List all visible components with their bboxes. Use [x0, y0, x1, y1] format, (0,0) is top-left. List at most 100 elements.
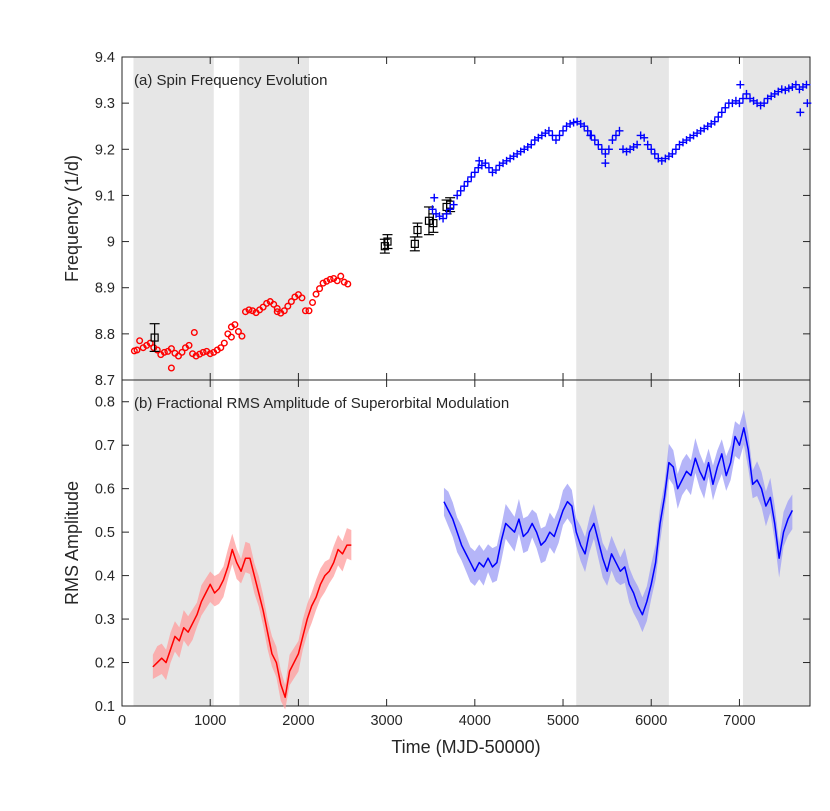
frequency-point-red — [249, 307, 257, 315]
x-tick-label: 1000 — [194, 713, 226, 729]
frequency-point-red — [238, 332, 246, 340]
frequency-point-blue — [456, 186, 465, 195]
panel-a-frame — [121, 56, 811, 381]
frequency-point-red — [241, 308, 249, 316]
frequency-point-blue — [721, 103, 730, 112]
frequency-point-red — [199, 348, 207, 356]
frequency-point-red — [259, 303, 267, 311]
frequency-point-blue — [791, 80, 800, 89]
frequency-point-blue — [580, 122, 589, 131]
y-tick-label: 0.5 — [95, 525, 115, 541]
frequency-point-red — [133, 346, 141, 354]
y-tick-label: 9.4 — [95, 50, 115, 66]
frequency-point-blue — [742, 89, 751, 98]
frequency-point-blue — [475, 156, 484, 165]
frequency-point-red — [263, 299, 271, 307]
frequency-point-blue — [760, 99, 769, 108]
frequency-point-red — [270, 300, 278, 308]
frequency-point-blue — [671, 145, 680, 154]
frequency-point-red — [323, 277, 331, 285]
frequency-point-blue — [604, 145, 613, 154]
x-tick-label: 5000 — [547, 713, 579, 729]
shaded-interval-3 — [576, 57, 669, 380]
frequency-point-blue — [484, 163, 493, 172]
x-tick-label: 2000 — [282, 713, 314, 729]
frequency-point-blue — [594, 140, 603, 149]
shaded-interval-1 — [133, 57, 214, 380]
frequency-point-red — [340, 278, 348, 286]
y-tick-label: 0.4 — [95, 569, 115, 585]
y-tick-label: 9 — [107, 235, 115, 251]
frequency-point-red — [167, 364, 175, 372]
shaded-interval-2 — [239, 57, 309, 380]
panel-b-frame — [121, 379, 811, 707]
frequency-point-red — [273, 304, 281, 312]
frequency-point-blue — [583, 126, 592, 135]
x-tick-label: 4000 — [459, 713, 491, 729]
y-tick-label: 8.9 — [95, 281, 115, 297]
frequency-point-blue — [717, 108, 726, 117]
x-tick-label: 7000 — [723, 713, 755, 729]
frequency-point-blue — [601, 159, 610, 168]
frequency-point-blue — [608, 136, 617, 145]
frequency-point-blue — [586, 131, 595, 140]
frequency-point-blue — [714, 112, 723, 121]
panel-b-rms: 0 1000 2000 3000 4000 5000 6000 7000 0.1 0.2 0.3 0.… — [62, 379, 811, 757]
panel-a-y-axis-label: Frequency (1/d) — [62, 155, 82, 282]
frequency-point-blue — [640, 133, 649, 142]
frequency-point-blue — [430, 193, 439, 202]
frequency-point-red — [284, 302, 292, 310]
rms-band-blue — [443, 409, 793, 633]
frequency-point-blue — [781, 86, 790, 95]
y-tick-label: 0.8 — [95, 395, 115, 411]
y-tick-label: 9.3 — [95, 96, 115, 112]
frequency-point-black — [379, 238, 390, 254]
frequency-point-red — [312, 290, 320, 298]
frequency-point-blue — [467, 172, 476, 181]
frequency-point-red — [301, 307, 309, 315]
frequency-point-blue — [633, 140, 642, 149]
frequency-point-red — [217, 344, 225, 352]
frequency-point-red — [224, 330, 232, 338]
frequency-point-blue — [796, 108, 805, 117]
frequency-point-blue — [449, 200, 458, 209]
frequency-point-red — [287, 298, 295, 306]
frequency-point-red — [167, 345, 175, 353]
frequency-point-blue — [668, 149, 677, 158]
panel-a-title: (a) Spin Frequency Evolution — [134, 72, 327, 89]
frequency-point-red — [192, 352, 200, 360]
frequency-point-red — [337, 272, 345, 280]
panel-b-data — [152, 409, 794, 710]
frequency-point-red — [273, 308, 281, 316]
x-tick-label: 6000 — [635, 713, 667, 729]
frequency-point-red — [136, 337, 144, 345]
frequency-point-blue — [555, 131, 564, 140]
frequency-point-red — [298, 294, 306, 302]
frequency-point-blue — [463, 177, 472, 186]
panel-b-x-axis-label: Time (MJD-50000) — [391, 737, 540, 757]
frequency-point-blue — [566, 119, 575, 128]
frequency-point-blue — [615, 126, 624, 135]
frequency-point-red — [333, 277, 341, 285]
frequency-point-red — [234, 328, 242, 336]
frequency-point-blue — [784, 84, 793, 93]
frequency-point-red — [206, 350, 214, 358]
frequency-point-blue — [738, 94, 747, 103]
frequency-point-blue — [597, 145, 606, 154]
y-tick-label: 0.3 — [95, 612, 115, 628]
frequency-point-red — [326, 275, 334, 283]
y-tick-label: 0.6 — [95, 482, 115, 498]
frequency-point-red — [319, 279, 327, 287]
frequency-point-blue — [590, 136, 599, 145]
frequency-point-red — [280, 307, 288, 315]
panel-b-axes: 0 1000 2000 3000 4000 5000 6000 7000 0.1 0.2 0.3 0.… — [95, 379, 811, 729]
shaded-interval-4 — [742, 57, 810, 380]
frequency-point-blue — [491, 166, 500, 175]
x-tick-label: 0 — [118, 713, 126, 729]
panel-b-title: (b) Fractional RMS Amplitude of Superorb… — [134, 395, 509, 412]
frequency-point-blue — [442, 209, 451, 218]
frequency-point-blue — [428, 205, 437, 214]
frequency-point-red — [190, 328, 198, 336]
frequency-point-blue — [446, 205, 455, 214]
frequency-point-blue — [439, 214, 448, 223]
